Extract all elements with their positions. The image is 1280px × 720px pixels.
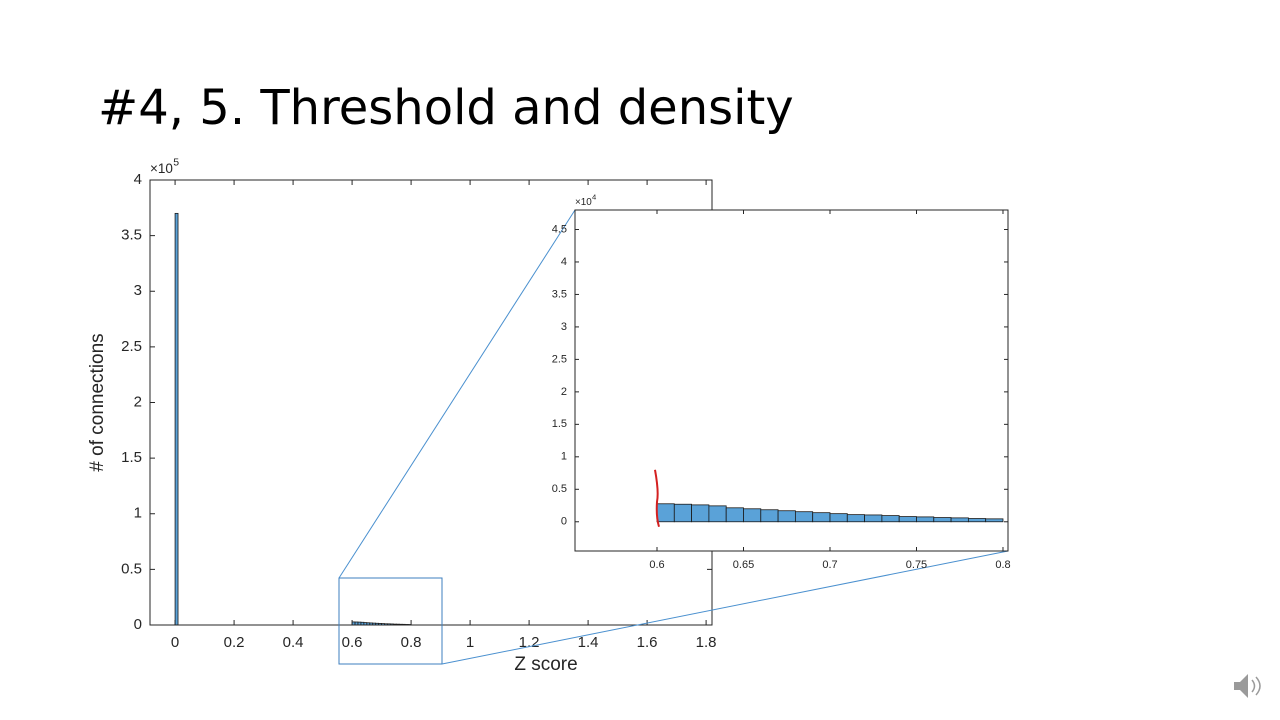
zoom-box bbox=[338, 577, 443, 665]
x-tick-label: 1 bbox=[466, 634, 474, 651]
x-tick-label: 0.6 bbox=[649, 559, 664, 571]
y-tick-label: 0.5 bbox=[121, 560, 142, 577]
y-tick-label: 4 bbox=[561, 256, 567, 268]
threshold-marker bbox=[654, 469, 660, 528]
y-tick-label: 2 bbox=[134, 393, 142, 410]
y-tick-label: 0 bbox=[561, 516, 567, 528]
y-tick-label: 1 bbox=[134, 505, 142, 522]
axis-multiplier: ×10 bbox=[575, 197, 592, 208]
histogram-bar bbox=[656, 503, 675, 523]
histogram-bar bbox=[950, 517, 969, 523]
histogram-bar bbox=[864, 514, 883, 523]
histogram-bar bbox=[898, 516, 917, 523]
y-tick-label: 0 bbox=[134, 616, 142, 633]
y-tick-label: 1 bbox=[561, 451, 567, 463]
histogram-bar bbox=[708, 505, 727, 523]
axis-exponent: 4 bbox=[592, 192, 597, 201]
histogram-bar bbox=[174, 212, 179, 626]
zoom-connector bbox=[441, 550, 1009, 665]
x-tick-label: 0.4 bbox=[283, 634, 304, 651]
x-tick-label: 0.65 bbox=[733, 559, 754, 571]
x-tick-label: 0.2 bbox=[224, 634, 245, 651]
x-tick-label: 1.6 bbox=[637, 634, 658, 651]
chart: 0 0.2 0.4 0.6 0.8 1 1.2 1.4 1.6 1.8 0 0.5 1 1.5 2 2.5 3 3… bbox=[87, 157, 717, 675]
x-axis-label: Z score bbox=[514, 654, 577, 675]
histogram-bar bbox=[760, 509, 779, 523]
y-tick-label: 3.5 bbox=[552, 288, 567, 300]
y-tick-label: 1.5 bbox=[552, 418, 567, 430]
x-tick-label: 0 bbox=[171, 634, 179, 651]
histogram-bar bbox=[794, 511, 814, 523]
x-tick-label: 1.4 bbox=[578, 634, 599, 651]
plot-background bbox=[575, 210, 1008, 551]
axis-exponent: 5 bbox=[173, 157, 179, 169]
y-tick-label: 1.5 bbox=[121, 449, 142, 466]
histogram-bar bbox=[967, 518, 987, 523]
axis-multiplier: ×10 bbox=[150, 161, 173, 176]
histogram-bar bbox=[933, 517, 952, 523]
histogram-bar bbox=[846, 514, 865, 523]
histogram-bar bbox=[829, 513, 848, 523]
y-tick-label: 0.5 bbox=[552, 483, 567, 495]
x-tick-label: 0.7 bbox=[822, 559, 837, 571]
zoom-connector bbox=[338, 209, 576, 579]
x-tick-label: 0.8 bbox=[995, 559, 1010, 571]
x-tick-label: 1.2 bbox=[519, 634, 540, 651]
x-tick-label: 0.6 bbox=[342, 634, 363, 651]
y-tick-label: 4 bbox=[134, 171, 142, 188]
axes-frame bbox=[574, 209, 1009, 552]
y-tick-label: 2.5 bbox=[121, 338, 142, 355]
x-tick-label: 0.8 bbox=[401, 634, 422, 651]
y-tick-label: 2 bbox=[561, 386, 567, 398]
x-tick-label: 1.8 bbox=[696, 634, 717, 651]
histogram-bar bbox=[881, 515, 900, 523]
y-tick-label: 2.5 bbox=[552, 353, 567, 365]
histogram-bar bbox=[985, 518, 1004, 523]
y-tick-label: 3.5 bbox=[121, 227, 142, 244]
x-tick-label: 0.75 bbox=[906, 559, 927, 571]
histogram-bar bbox=[812, 512, 831, 523]
histogram-bar bbox=[691, 504, 710, 523]
chart: 0.6 0.65 0.7 0.75 0.8 0 0.5 1 1.5 2 2.5 3 3.5 4 4.5 ×10… bbox=[552, 192, 1011, 571]
y-tick-label: 3 bbox=[561, 321, 567, 333]
y-axis-label: # of connections bbox=[87, 333, 108, 471]
slide-title: #4, 5. Threshold and density bbox=[98, 80, 794, 136]
histogram-bar bbox=[777, 510, 796, 523]
histogram-bar bbox=[916, 516, 935, 523]
y-tick-label: 3 bbox=[134, 282, 142, 299]
y-tick-label: 4.5 bbox=[552, 223, 567, 235]
histogram-bar bbox=[673, 503, 692, 523]
histogram-bar bbox=[725, 507, 744, 523]
histogram-bar bbox=[743, 508, 762, 523]
audio-icon[interactable] bbox=[1234, 674, 1261, 698]
